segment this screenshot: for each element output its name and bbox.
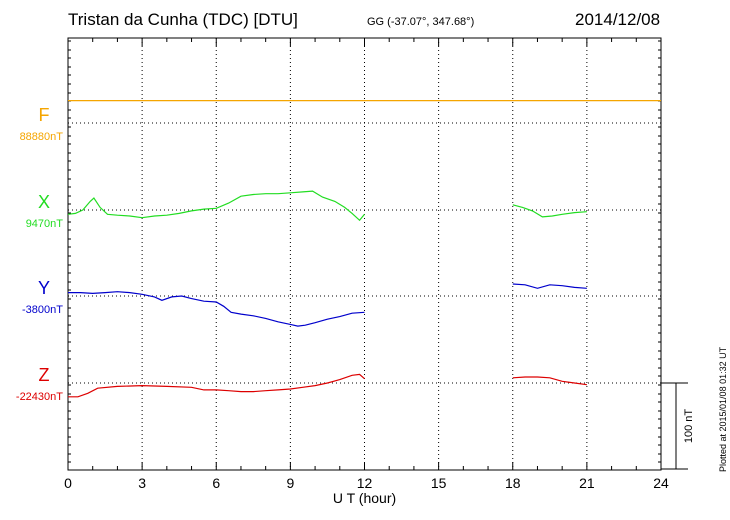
axis-ticks xyxy=(67,38,662,470)
series-name-x: X xyxy=(38,192,50,212)
series-line-y xyxy=(68,283,587,327)
x-tick-label: 3 xyxy=(138,475,146,491)
x-tick-label: 0 xyxy=(64,475,72,491)
series-name-y: Y xyxy=(38,278,50,298)
series-baseline-f: 88880nT xyxy=(20,131,64,143)
x-axis: 0 3 6 9 12 15 18 21 24 U T (hour) xyxy=(64,475,669,506)
series-baseline-y: -3800nT xyxy=(22,304,63,316)
series-name-f: F xyxy=(39,105,50,125)
scale-bar-label: 100 nT xyxy=(683,409,695,444)
scale-bar: 100 nT xyxy=(661,382,695,470)
x-tick-label: 24 xyxy=(653,475,669,491)
x-tick-label: 12 xyxy=(357,475,373,491)
x-tick-label: 9 xyxy=(286,475,294,491)
series-baseline-z: -22430nT xyxy=(16,391,63,403)
station-coords: GG (-37.07°, 347.68°) xyxy=(367,16,475,28)
station-title: Tristan da Cunha (TDC) [DTU] xyxy=(68,10,298,29)
series-baseline-x: 9470nT xyxy=(26,218,64,230)
date-label: 2014/12/08 xyxy=(575,10,661,29)
series-lines xyxy=(67,100,661,398)
x-tick-label: 15 xyxy=(431,475,447,491)
series-labels: F 88880nT X 9470nT Y -3800nT Z -22430nT xyxy=(16,105,63,403)
x-tick-label: 6 xyxy=(212,475,220,491)
x-tick-label: 18 xyxy=(505,475,521,491)
series-line-z xyxy=(68,373,587,398)
series-name-z: Z xyxy=(39,365,50,385)
grid-lines xyxy=(68,38,661,470)
x-tick-label: 21 xyxy=(579,475,595,491)
x-axis-label: U T (hour) xyxy=(333,490,396,506)
series-line-x xyxy=(67,190,587,222)
